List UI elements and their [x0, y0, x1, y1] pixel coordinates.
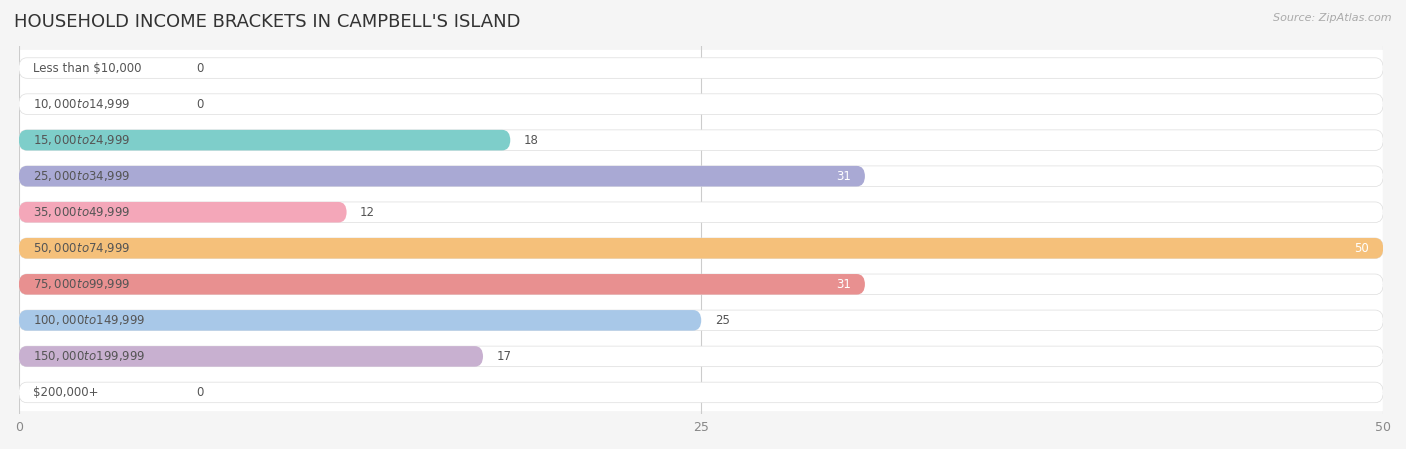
Text: $100,000 to $149,999: $100,000 to $149,999 — [32, 313, 145, 327]
Text: 31: 31 — [837, 278, 851, 291]
FancyBboxPatch shape — [18, 346, 484, 367]
Bar — [20, 230, 1384, 266]
Text: $10,000 to $14,999: $10,000 to $14,999 — [32, 97, 131, 111]
FancyBboxPatch shape — [18, 202, 347, 223]
Bar — [20, 158, 1384, 194]
FancyBboxPatch shape — [18, 238, 1384, 259]
FancyBboxPatch shape — [18, 346, 1384, 367]
Bar — [20, 194, 1384, 230]
Bar — [20, 266, 1384, 302]
Bar — [20, 50, 1384, 86]
FancyBboxPatch shape — [18, 58, 1384, 78]
Text: 0: 0 — [197, 386, 204, 399]
Text: $150,000 to $199,999: $150,000 to $199,999 — [32, 349, 145, 363]
FancyBboxPatch shape — [18, 166, 1384, 186]
FancyBboxPatch shape — [18, 166, 865, 186]
FancyBboxPatch shape — [18, 130, 1384, 150]
Text: 17: 17 — [496, 350, 512, 363]
Text: $200,000+: $200,000+ — [32, 386, 98, 399]
Text: 31: 31 — [837, 170, 851, 183]
Text: $15,000 to $24,999: $15,000 to $24,999 — [32, 133, 131, 147]
Text: 18: 18 — [523, 134, 538, 147]
FancyBboxPatch shape — [18, 238, 1384, 259]
Bar — [20, 302, 1384, 339]
Text: HOUSEHOLD INCOME BRACKETS IN CAMPBELL'S ISLAND: HOUSEHOLD INCOME BRACKETS IN CAMPBELL'S … — [14, 13, 520, 31]
FancyBboxPatch shape — [18, 202, 1384, 223]
Text: $35,000 to $49,999: $35,000 to $49,999 — [32, 205, 131, 219]
FancyBboxPatch shape — [18, 274, 1384, 295]
Text: $25,000 to $34,999: $25,000 to $34,999 — [32, 169, 131, 183]
Bar — [20, 374, 1384, 410]
Bar — [20, 86, 1384, 122]
Text: 0: 0 — [197, 97, 204, 110]
Text: 25: 25 — [714, 314, 730, 327]
Text: 0: 0 — [197, 62, 204, 75]
FancyBboxPatch shape — [18, 310, 702, 330]
FancyBboxPatch shape — [18, 310, 1384, 330]
Text: 50: 50 — [1354, 242, 1369, 255]
Bar — [20, 122, 1384, 158]
FancyBboxPatch shape — [18, 94, 1384, 114]
Text: $75,000 to $99,999: $75,000 to $99,999 — [32, 277, 131, 291]
Text: Less than $10,000: Less than $10,000 — [32, 62, 141, 75]
FancyBboxPatch shape — [18, 274, 865, 295]
Bar — [20, 339, 1384, 374]
Text: $50,000 to $74,999: $50,000 to $74,999 — [32, 241, 131, 255]
FancyBboxPatch shape — [18, 382, 1384, 403]
Text: 12: 12 — [360, 206, 375, 219]
Text: Source: ZipAtlas.com: Source: ZipAtlas.com — [1274, 13, 1392, 23]
FancyBboxPatch shape — [18, 130, 510, 150]
